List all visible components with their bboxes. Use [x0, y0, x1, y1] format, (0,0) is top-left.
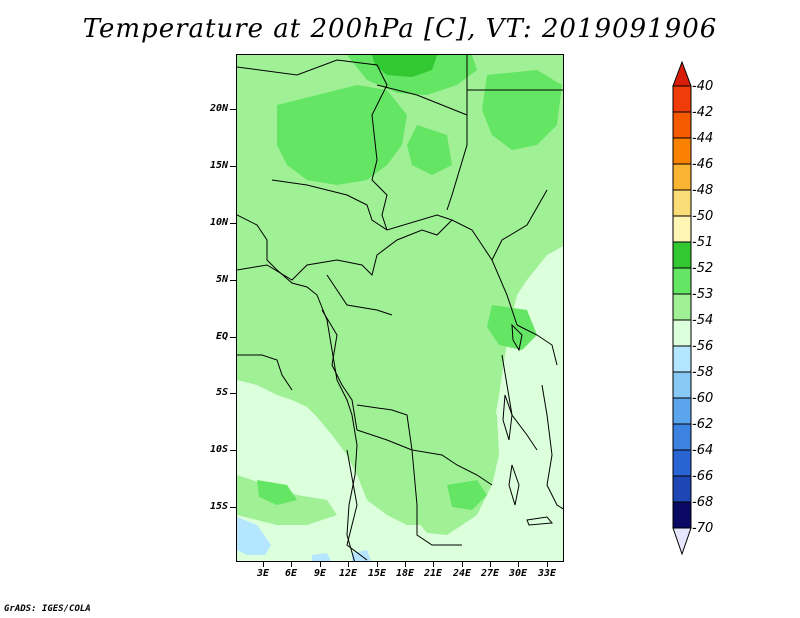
grads-credit: GrADS: IGES/COLA — [4, 604, 91, 614]
lon-tick — [433, 562, 434, 567]
colorbar-label: -56 — [692, 339, 714, 354]
lat-tick — [230, 166, 236, 167]
colorbar — [672, 60, 692, 556]
colorbar-label: -51 — [692, 235, 714, 250]
lon-label-3e: 3E — [256, 568, 270, 579]
lat-label-5n: 5N — [215, 274, 228, 285]
colorbar-swatch — [672, 293, 692, 321]
lat-label-eq: EQ — [215, 331, 228, 342]
lon-label-24e: 24E — [452, 568, 472, 579]
colorbar-swatch — [672, 163, 692, 191]
lat-label-10s: 10S — [209, 444, 228, 455]
colorbar-swatch — [672, 423, 692, 451]
lat-tick — [230, 109, 236, 110]
lon-tick — [291, 562, 292, 567]
lon-tick — [320, 562, 321, 567]
colorbar-swatch — [672, 137, 692, 165]
colorbar-swatch — [672, 215, 692, 243]
lon-tick — [462, 562, 463, 567]
field-medium-green-mid — [407, 125, 452, 175]
field-medium-green-sw — [447, 480, 487, 510]
colorbar-swatch — [672, 345, 692, 373]
lon-label-12e: 12E — [338, 568, 358, 579]
lakes — [502, 323, 553, 526]
lat-tick — [230, 393, 236, 394]
lon-label-18e: 18E — [395, 568, 415, 579]
colorbar-label: -64 — [692, 443, 714, 458]
lat-label-10n: 10N — [209, 217, 228, 228]
lon-label-6e: 6E — [284, 568, 298, 579]
colorbar-swatch — [672, 267, 692, 295]
colorbar-swatch — [672, 397, 692, 425]
coastline — [237, 214, 358, 561]
lon-label-27e: 27E — [480, 568, 500, 579]
lon-tick — [518, 562, 519, 567]
colorbar-swatch — [672, 189, 692, 217]
lat-tick — [230, 280, 236, 281]
colorbar-swatch — [672, 501, 692, 529]
lon-label-15e: 15E — [367, 568, 387, 579]
colorbar-label: -48 — [692, 183, 714, 198]
colorbar-label: -44 — [692, 131, 714, 146]
colorbar-label: -62 — [692, 417, 714, 432]
field-dark-green — [372, 55, 437, 77]
field-light-blue-sw — [237, 517, 271, 555]
colorbar-label: -46 — [692, 157, 714, 172]
colorbar-label: -58 — [692, 365, 714, 380]
field-light-blue-s — [312, 553, 331, 561]
colorbar-swatch — [672, 319, 692, 347]
lat-label-20n: 20N — [209, 103, 228, 114]
colorbar-label: -40 — [692, 79, 714, 94]
colorbar-label: -42 — [692, 105, 714, 120]
colorbar-label: -54 — [692, 313, 714, 328]
lon-tick — [547, 562, 548, 567]
colorbar-top-arrow — [672, 60, 692, 87]
lat-label-15s: 15S — [209, 501, 228, 512]
colorbar-swatch — [672, 111, 692, 139]
lon-tick — [405, 562, 406, 567]
lat-tick — [230, 337, 236, 338]
colorbar-label: -60 — [692, 391, 714, 406]
lon-tick — [490, 562, 491, 567]
lat-label-15n: 15N — [209, 160, 228, 171]
field-medium-green-s — [257, 480, 297, 505]
lon-tick — [377, 562, 378, 567]
colorbar-label: -70 — [692, 521, 714, 536]
lon-label-9e: 9E — [313, 568, 327, 579]
colorbar-label: -50 — [692, 209, 714, 224]
lat-tick — [230, 507, 236, 508]
colorbar-label: -53 — [692, 287, 714, 302]
colorbar-label: -68 — [692, 495, 714, 510]
map-panel — [236, 54, 564, 562]
colorbar-swatch — [672, 449, 692, 477]
colorbar-label: -66 — [692, 469, 714, 484]
colorbar-swatch — [672, 85, 692, 113]
lon-label-30e: 30E — [508, 568, 528, 579]
lon-tick — [263, 562, 264, 567]
colorbar-swatch — [672, 241, 692, 269]
colorbar-swatch — [672, 371, 692, 399]
colorbar-swatch — [672, 475, 692, 503]
lon-tick — [348, 562, 349, 567]
map-title: Temperature at 200hPa [C], VT: 201909190… — [82, 14, 718, 44]
lon-label-21e: 21E — [423, 568, 443, 579]
lat-tick — [230, 450, 236, 451]
lat-label-5s: 5S — [215, 387, 228, 398]
lon-label-33e: 33E — [537, 568, 557, 579]
colorbar-bottom-arrow — [672, 527, 692, 556]
lat-tick — [230, 223, 236, 224]
colorbar-label: -52 — [692, 261, 714, 276]
